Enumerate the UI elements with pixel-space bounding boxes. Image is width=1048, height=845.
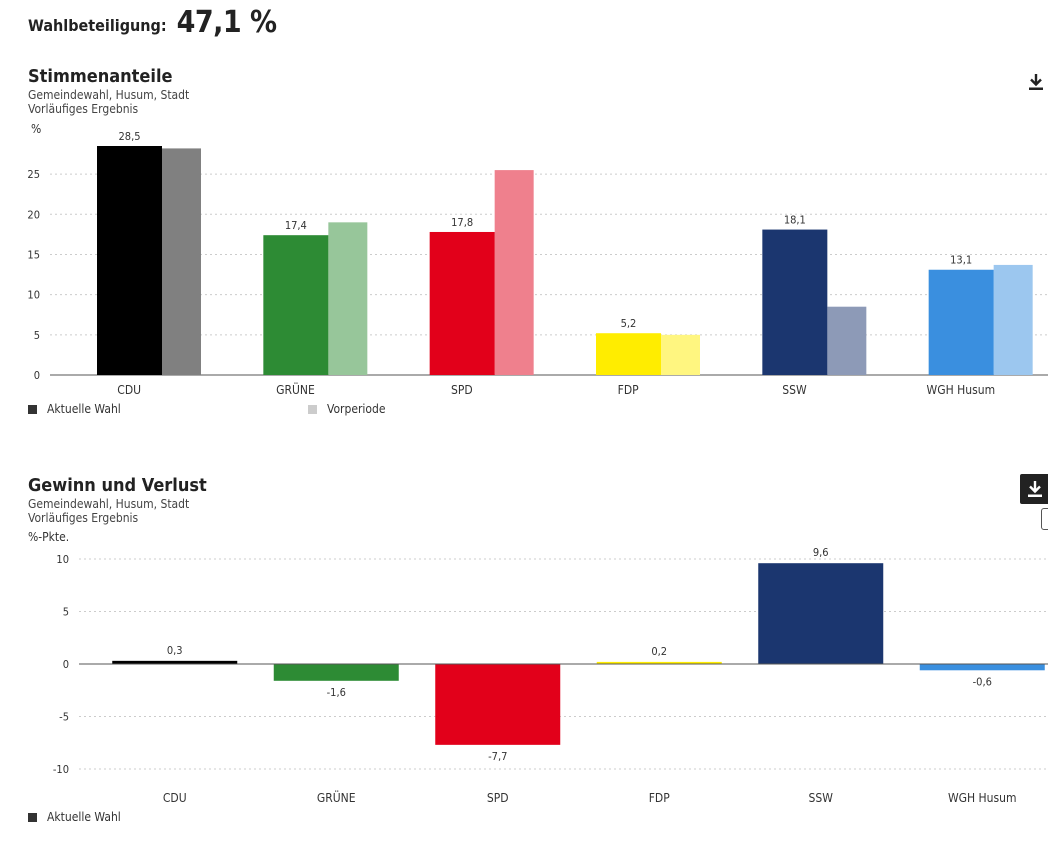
votes-chart: 0 5 10 15 20 25 28,5 CDU 17,4 GRÜNE 17,8 SPD 5,2 FDP 1…	[27, 130, 1048, 397]
change-chart-subtitle-2: Vorläufiges Ergebnis	[28, 511, 139, 525]
legend-swatch-current	[28, 812, 37, 822]
y-tick-label: 20	[27, 208, 40, 221]
y-tick-label: 5	[34, 329, 40, 342]
votes-chart-download-button[interactable]	[1021, 67, 1048, 97]
data-label: 18,1	[784, 214, 806, 227]
x-tick-label: WGH Husum	[927, 383, 996, 397]
bar-current-fdp	[596, 333, 661, 375]
data-label: -0,6	[973, 675, 992, 688]
bar-change-wgh-husum	[919, 664, 1045, 671]
legend-item-previous[interactable]: Vorperiode	[308, 402, 386, 416]
x-tick-label: SSW	[782, 383, 807, 397]
votes-chart-unit: %	[31, 122, 42, 136]
x-tick-label: CDU	[163, 791, 187, 805]
bar-previous-fdp	[661, 334, 700, 375]
change-chart-title: Gewinn und Verlust	[28, 475, 207, 496]
turnout: Wahlbeteiligung: 47,1 %	[28, 4, 277, 40]
download-tooltip-edge	[1041, 508, 1048, 530]
bar-current-grüne	[263, 235, 329, 375]
turnout-value: 47,1 %	[176, 4, 278, 40]
bar-current-wgh-husum	[928, 269, 994, 375]
y-tick-label: 0	[63, 658, 69, 671]
votes-chart-header: Stimmenanteile Gemeindewahl, Husum, Stad…	[28, 66, 189, 116]
bar-previous-wgh-husum	[993, 264, 1033, 375]
legend-item-current[interactable]: Aktuelle Wahl	[28, 402, 308, 416]
bar-change-cdu	[112, 660, 238, 664]
data-label: 9,6	[813, 546, 829, 559]
votes-chart-subtitle-1: Gemeindewahl, Husum, Stadt	[28, 88, 190, 102]
x-tick-label: SPD	[451, 383, 473, 397]
download-icon	[1029, 74, 1043, 90]
bar-change-fdp	[596, 661, 722, 664]
x-tick-label: GRÜNE	[317, 789, 356, 805]
data-label: 0,2	[651, 645, 667, 658]
y-tick-label: 5	[63, 606, 69, 619]
votes-chart-subtitle-2: Vorläufiges Ergebnis	[28, 102, 139, 116]
data-label: 17,8	[451, 216, 473, 229]
bar-change-spd	[435, 664, 561, 745]
data-label: -7,7	[488, 750, 507, 763]
bar-current-ssw	[762, 229, 828, 375]
bar-current-spd	[429, 231, 495, 375]
y-tick-label: 25	[27, 168, 40, 181]
bar-previous-spd	[494, 170, 534, 375]
data-label: 17,4	[285, 219, 307, 232]
y-tick-label: 0	[34, 369, 40, 382]
bar-current-cdu	[97, 146, 162, 375]
votes-chart-legend: Aktuelle Wahl Vorperiode	[28, 402, 386, 416]
change-chart-subtitle-1: Gemeindewahl, Husum, Stadt	[28, 497, 190, 511]
legend-item-current[interactable]: Aktuelle Wahl	[28, 810, 121, 824]
y-tick-label: 15	[27, 248, 40, 261]
data-label: -1,6	[327, 686, 346, 699]
bar-change-grüne	[273, 664, 399, 681]
x-tick-label: FDP	[618, 383, 640, 397]
data-label: 5,2	[621, 317, 637, 330]
data-label: 28,5	[118, 130, 140, 143]
legend-label-previous: Vorperiode	[327, 402, 386, 416]
change-chart-legend: Aktuelle Wahl	[28, 810, 121, 824]
change-chart: -10 -5 0 5 10 0,3 CDU -1,6 GRÜNE -7,7 SPD 0,2 FDP 9,6…	[53, 546, 1048, 805]
y-tick-label: 10	[27, 289, 40, 302]
y-tick-label: -10	[53, 763, 69, 776]
legend-swatch-previous	[308, 404, 317, 414]
legend-label-current: Aktuelle Wahl	[47, 810, 121, 824]
legend-swatch-current	[28, 404, 37, 414]
x-tick-label: SPD	[487, 791, 509, 805]
y-tick-label: -5	[59, 711, 69, 724]
x-tick-label: WGH Husum	[948, 791, 1017, 805]
votes-chart-title: Stimmenanteile	[28, 66, 173, 87]
x-tick-label: FDP	[649, 791, 671, 805]
download-icon	[1028, 481, 1042, 497]
x-tick-label: GRÜNE	[276, 381, 315, 397]
y-tick-label: 10	[56, 553, 69, 566]
bar-previous-ssw	[827, 306, 867, 375]
turnout-label: Wahlbeteiligung:	[28, 15, 167, 35]
bar-change-ssw	[758, 563, 884, 664]
bar-previous-grüne	[328, 222, 368, 375]
bar-previous-cdu	[162, 148, 201, 375]
x-tick-label: CDU	[117, 383, 141, 397]
change-chart-download-button[interactable]	[1020, 474, 1048, 504]
data-label: 13,1	[950, 254, 972, 267]
data-label: 0,3	[167, 644, 183, 657]
change-chart-unit: %-Pkte.	[28, 530, 70, 544]
x-tick-label: SSW	[809, 791, 834, 805]
change-chart-header: Gewinn und Verlust Gemeindewahl, Husum, …	[28, 475, 207, 525]
legend-label-current: Aktuelle Wahl	[47, 402, 121, 416]
